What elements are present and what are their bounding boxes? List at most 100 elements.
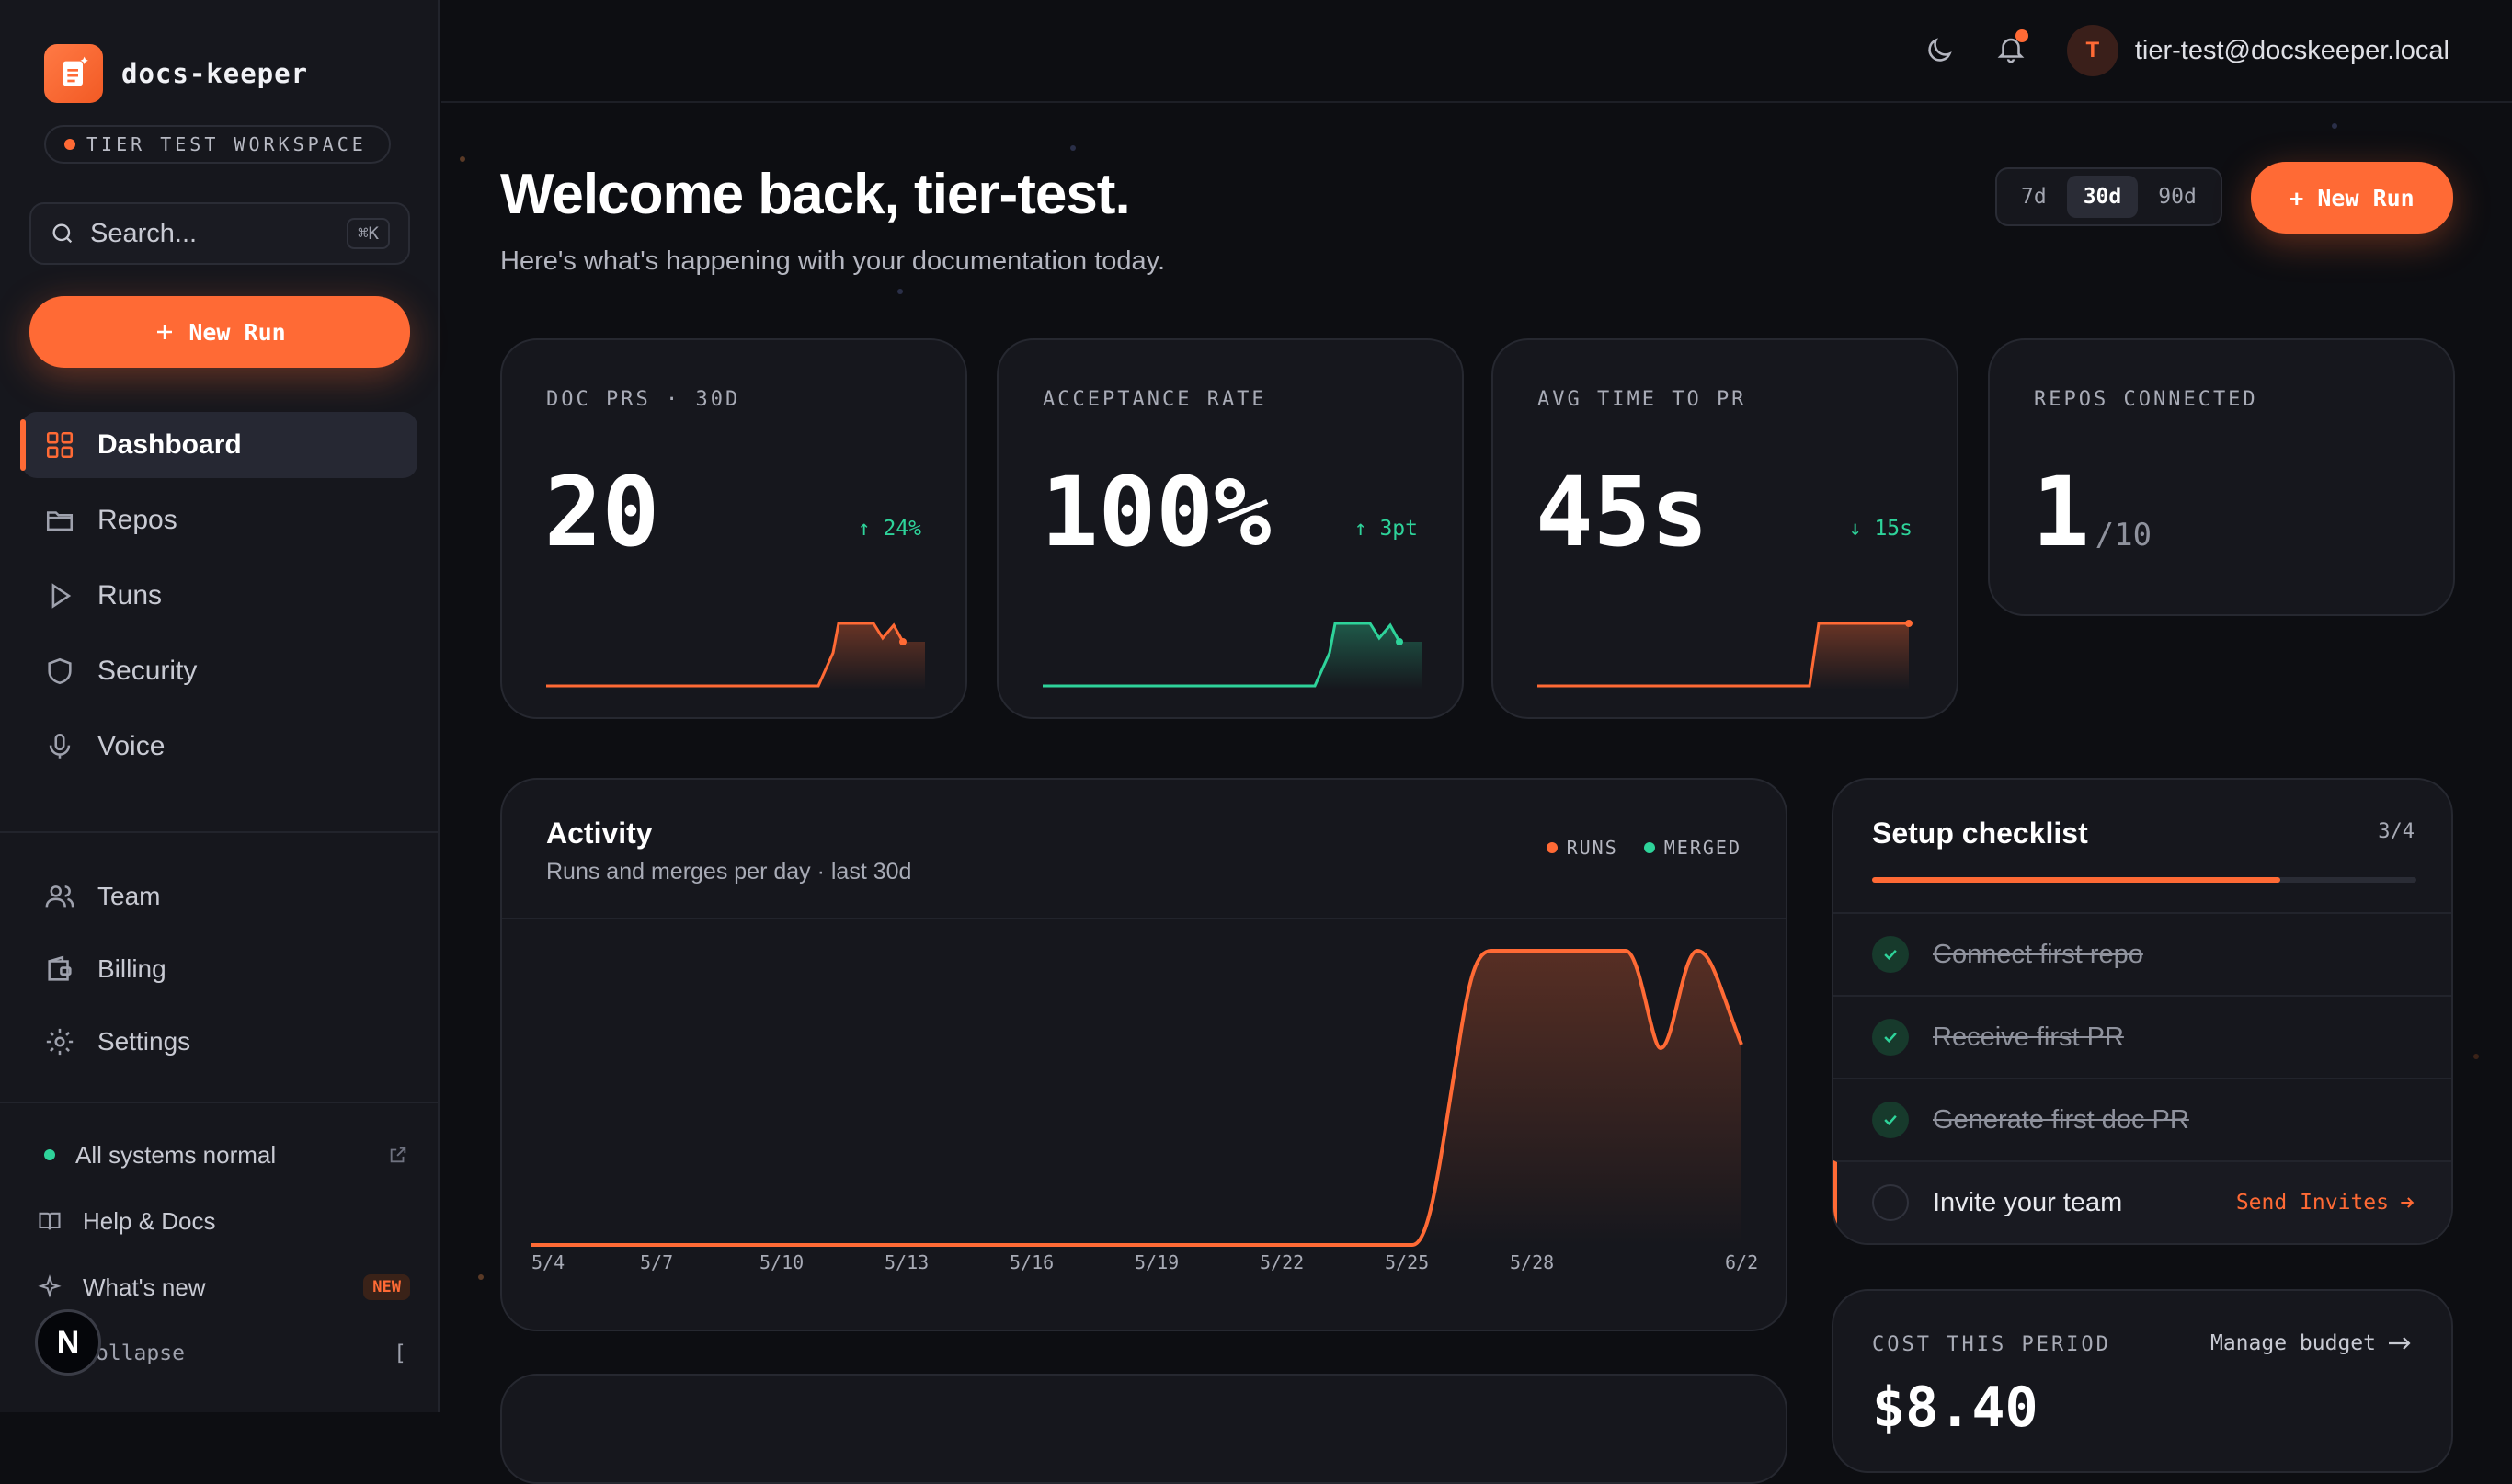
kpi-value-total: /10 <box>2095 517 2152 554</box>
kpi-label: REPOS CONNECTED <box>2034 388 2258 411</box>
kpi-label: ACCEPTANCE RATE <box>1043 388 1267 411</box>
search-input[interactable]: Search... <box>90 218 198 248</box>
system-status-link[interactable]: All systems normal <box>22 1122 417 1188</box>
sidebar-item-repos[interactable]: Repos <box>22 487 417 554</box>
arrow-up-icon: ↑ <box>857 517 871 541</box>
sidebar-item-dashboard[interactable]: Dashboard <box>20 412 417 478</box>
book-icon <box>39 1212 61 1230</box>
checklist-item-generate-doc-pr[interactable]: Generate first doc PR <box>1833 1078 2451 1160</box>
collapse-shortcut: [ <box>394 1341 406 1365</box>
x-tick: 5/16 <box>1010 1251 1054 1273</box>
kpi-card-repos-connected: REPOS CONNECTED 1/10 <box>1988 338 2455 616</box>
checklist-item-receive-pr[interactable]: Receive first PR <box>1833 995 2451 1078</box>
checklist-item-label: Invite your team <box>1933 1187 2123 1217</box>
wallet-icon <box>48 955 72 981</box>
range-7d[interactable]: 7d <box>2021 185 2047 209</box>
sidebar-item-label: Billing <box>97 954 166 983</box>
sidebar-new-run-button[interactable]: New Run <box>29 296 410 368</box>
secondary-nav: Team Billing Settings <box>22 864 417 1082</box>
checklist-item-connect-repo[interactable]: Connect first repo <box>1833 912 2451 995</box>
kpi-value: 45s <box>1536 456 1708 568</box>
kpi-delta-value: 15s <box>1874 517 1913 541</box>
particle <box>1070 145 1076 151</box>
whats-new-link[interactable]: What's new NEW <box>22 1254 417 1320</box>
kpi-delta-value: 3pt <box>1379 517 1418 541</box>
sidebar-item-voice[interactable]: Voice <box>22 713 417 780</box>
dev-avatar[interactable]: N <box>35 1309 101 1376</box>
legend-merged: MERGED <box>1643 837 1741 859</box>
sidebar-item-runs[interactable]: Runs <box>22 563 417 629</box>
workspace-name: TIER TEST WORKSPACE <box>86 133 367 155</box>
kpi-card-acceptance-rate: ACCEPTANCE RATE 100% ↑ 3pt <box>997 338 1464 719</box>
send-invites-label: Send Invites <box>2235 1191 2389 1215</box>
activity-legend: RUNS MERGED <box>1546 837 1741 859</box>
x-tick: 5/22 <box>1260 1251 1304 1273</box>
system-status-text: All systems normal <box>75 1140 277 1169</box>
notification-dot <box>2015 29 2028 42</box>
search-box[interactable]: Search... ⌘K <box>29 202 410 265</box>
sidebar-item-label: Voice <box>97 731 166 761</box>
sidebar-item-settings[interactable]: Settings <box>22 1010 417 1074</box>
help-docs-link[interactable]: Help & Docs <box>22 1188 417 1254</box>
sidebar-item-billing[interactable]: Billing <box>22 937 417 1001</box>
checklist-item-label: Receive first PR <box>1933 1022 2124 1052</box>
check-icon <box>1872 1019 1909 1056</box>
checklist-progress-bar <box>1872 877 2416 883</box>
send-invites-link[interactable]: Send Invites <box>2236 1191 2416 1215</box>
empty-circle-icon <box>1872 1184 1909 1221</box>
x-tick: 6/2 <box>1725 1251 1758 1273</box>
new-run-button[interactable]: + New Run <box>2251 162 2453 234</box>
kpi-value: 1/10 <box>2032 456 2152 568</box>
kpi-value: 20 <box>544 456 660 568</box>
user-email: tier-test@docskeeper.local <box>2134 35 2449 65</box>
workspace-badge[interactable]: TIER TEST WORKSPACE <box>44 125 391 164</box>
user-menu[interactable]: T tier-test@docskeeper.local <box>2066 25 2449 76</box>
checklist-item-invite-team[interactable]: Invite your team Send Invites <box>1833 1160 2451 1243</box>
range-90d[interactable]: 90d <box>2158 185 2197 209</box>
collapse-sidebar-button[interactable]: ollapse [ <box>22 1320 417 1387</box>
collapse-label: ollapse <box>96 1341 185 1365</box>
kpi-delta: ↓ 15s <box>1849 517 1913 541</box>
play-icon <box>51 583 72 609</box>
bottom-card <box>500 1374 1787 1484</box>
sidebar-item-label: Dashboard <box>97 429 242 460</box>
activity-area <box>531 951 1741 1245</box>
shield-icon <box>48 657 72 685</box>
notifications-button[interactable] <box>1995 29 2028 69</box>
bell-icon <box>1997 38 2025 63</box>
range-30d[interactable]: 30d <box>2066 176 2139 218</box>
docs-logo-icon <box>44 44 103 103</box>
activity-chart: 5/4 5/7 5/10 5/13 5/16 5/19 5/22 5/25 5/… <box>531 948 1758 1273</box>
kpi-card-doc-prs: DOC PRS · 30D 20 ↑ 24% <box>500 338 967 719</box>
checklist-item-label: Generate first doc PR <box>1933 1104 2189 1135</box>
cost-value: $8.40 <box>1872 1376 2038 1440</box>
arrow-down-icon: ↓ <box>1848 517 1862 541</box>
top-bar: T tier-test@docskeeper.local <box>441 0 2512 103</box>
cost-card: COST THIS PERIOD Manage budget $8.40 <box>1832 1289 2453 1473</box>
moon-icon[interactable] <box>1924 35 1955 66</box>
new-run-label: New Run <box>188 318 286 346</box>
sidebar-item-team[interactable]: Team <box>22 864 417 929</box>
manage-budget-link[interactable]: Manage budget <box>2210 1331 2413 1355</box>
sparkle-icon <box>38 1274 62 1298</box>
kpi-sparkline <box>1537 620 1913 690</box>
sidebar-item-security[interactable]: Security <box>22 638 417 704</box>
particle <box>478 1274 484 1280</box>
manage-budget-label: Manage budget <box>2209 1331 2376 1355</box>
arrow-up-icon: ↑ <box>1353 517 1367 541</box>
checklist-progress-fill <box>1872 877 2280 883</box>
kpi-label: AVG TIME TO PR <box>1537 388 1747 411</box>
status-dot-icon <box>44 1149 55 1160</box>
sidebar-footer: All systems normal Help & Docs What's ne… <box>22 1122 417 1387</box>
app-name: docs-keeper <box>121 58 309 89</box>
check-icon <box>1872 1102 1909 1138</box>
kpi-card-avg-time: AVG TIME TO PR 45s ↓ 15s <box>1491 338 1958 719</box>
sidebar-item-label: Runs <box>97 580 163 611</box>
user-avatar: T <box>2066 25 2118 76</box>
checklist-count: 3/4 <box>2378 820 2415 843</box>
kpi-delta-value: 24% <box>883 517 921 541</box>
folder-icon <box>46 511 74 531</box>
grid-icon <box>46 431 74 459</box>
x-tick: 5/28 <box>1510 1251 1554 1273</box>
brand[interactable]: docs-keeper <box>44 44 308 103</box>
